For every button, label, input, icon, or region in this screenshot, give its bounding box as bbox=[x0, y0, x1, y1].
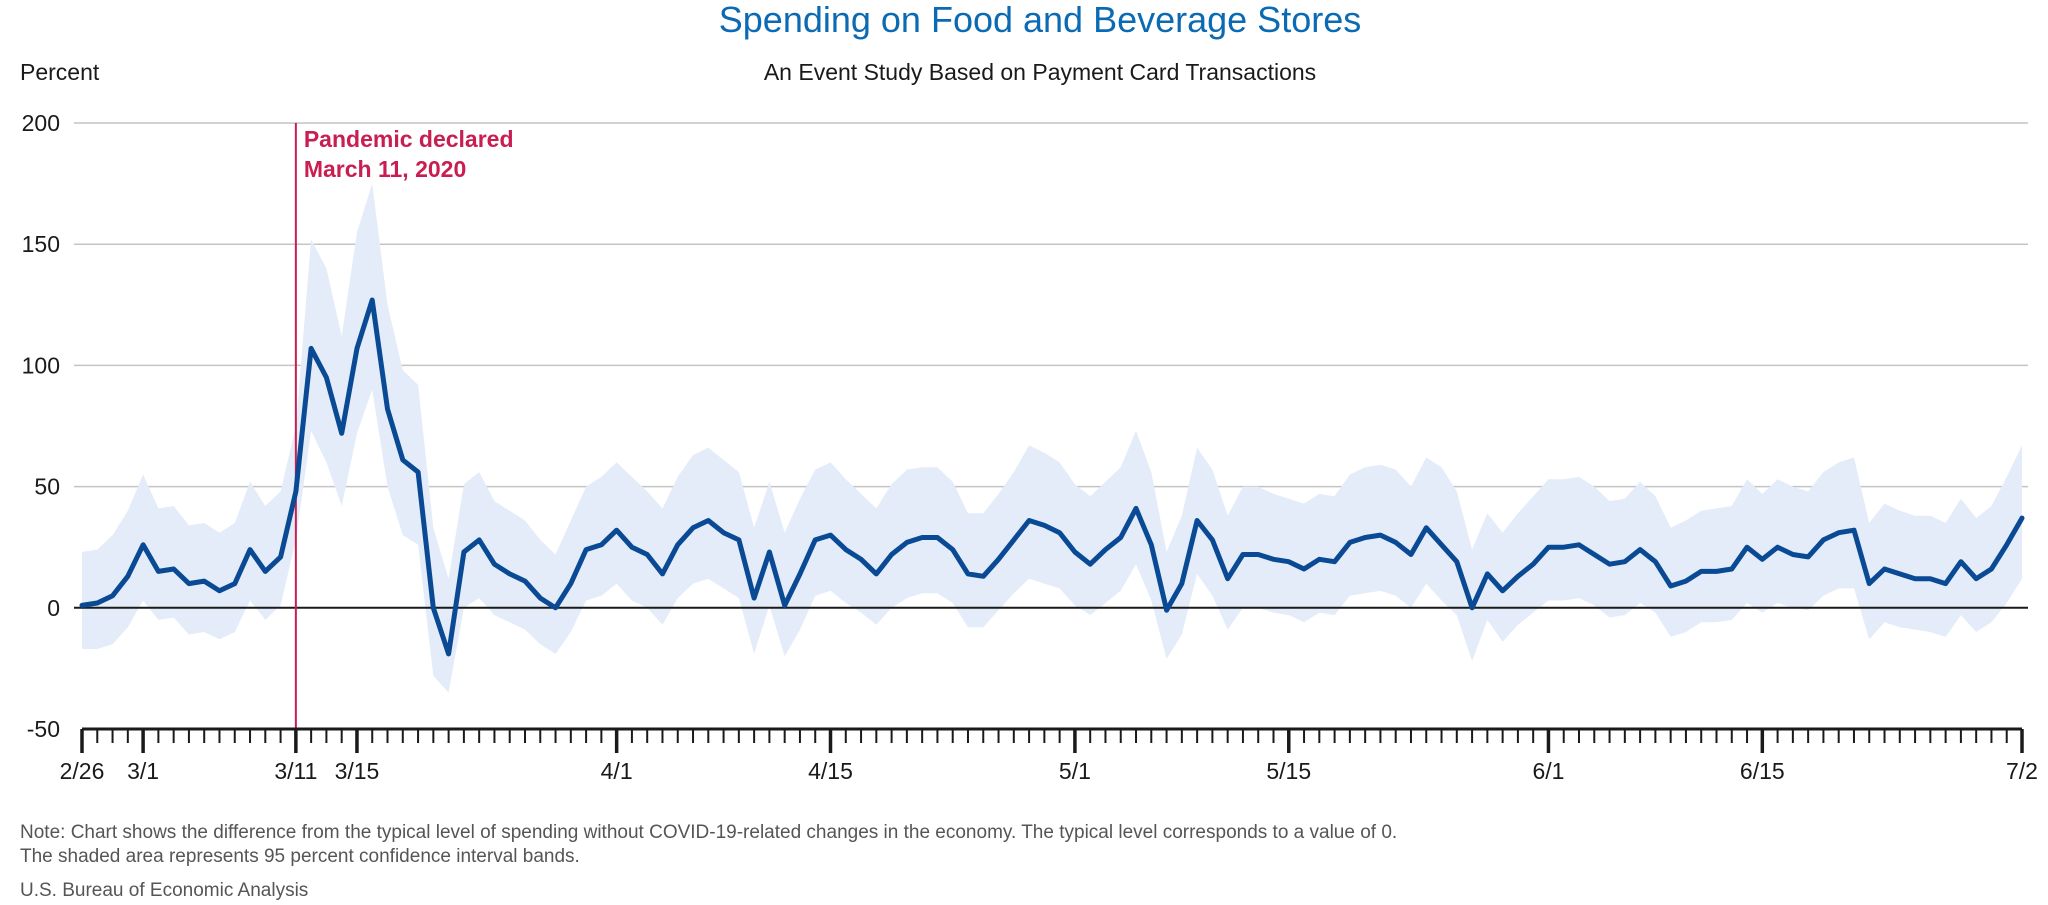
footer-note-line-2: The shaded area represents 95 percent co… bbox=[20, 846, 580, 867]
x-tick-label: 5/1 bbox=[1059, 758, 1091, 784]
x-tick-label: 7/2 bbox=[2006, 758, 2038, 784]
x-tick-label: 3/11 bbox=[274, 758, 317, 784]
footer-note-line-1: Note: Chart shows the difference from th… bbox=[20, 822, 1398, 843]
annotation-pandemic-declared: Pandemic declared bbox=[304, 126, 514, 152]
y-tick-label: 0 bbox=[47, 595, 60, 621]
y-tick-label: -50 bbox=[27, 716, 60, 742]
y-tick-label: 100 bbox=[22, 352, 60, 378]
x-tick-label: 6/1 bbox=[1532, 758, 1564, 784]
series-line bbox=[79, 297, 2025, 657]
x-tick-label: 4/15 bbox=[808, 758, 853, 784]
x-tick-label: 4/1 bbox=[601, 758, 633, 784]
confidence-band-layer bbox=[82, 183, 2022, 693]
x-axis: 2/26 3/1 3/11 3/15 4/1 4/15 5/1 5/15 6/1 6/15 7/2 bbox=[60, 727, 2038, 784]
chart-subtitle: An Event Study Based on Payment Card Tra… bbox=[764, 59, 1316, 85]
chart-title: Spending on Food and Beverage Stores bbox=[719, 0, 1361, 40]
x-tick-label: 2/26 bbox=[60, 758, 105, 784]
annotation-date: March 11, 2020 bbox=[304, 156, 466, 182]
x-tick-label: 3/15 bbox=[335, 758, 380, 784]
y-tick-label: 150 bbox=[22, 231, 60, 257]
x-tick-label: 6/15 bbox=[1740, 758, 1785, 784]
y-axis-label: Percent bbox=[20, 59, 100, 85]
footer-source: U.S. Bureau of Economic Analysis bbox=[20, 880, 309, 901]
confidence-band bbox=[82, 183, 2022, 693]
y-tick-label: 50 bbox=[34, 474, 60, 500]
y-tick-labels: -50 0 50 100 150 200 bbox=[22, 110, 60, 742]
series-line-layer bbox=[79, 297, 2025, 657]
x-tick-label: 5/15 bbox=[1266, 758, 1311, 784]
annotation-layer: Pandemic declared March 11, 2020 bbox=[294, 123, 514, 729]
x-tick-label: 3/1 bbox=[127, 758, 159, 784]
y-tick-label: 200 bbox=[22, 110, 60, 136]
